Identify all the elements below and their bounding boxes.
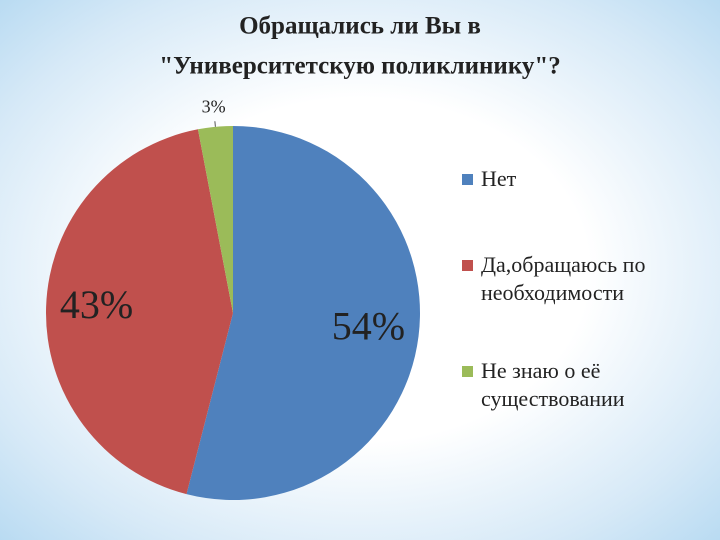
legend-label: Нет <box>481 166 517 191</box>
legend: Нет Да,обращаюсь по необходимости Не знаю … <box>462 165 702 413</box>
data-label: 3% <box>202 96 226 116</box>
legend-swatch <box>462 366 473 377</box>
legend-label: Не знаю о её существовании <box>481 358 625 411</box>
legend-label: Да,обращаюсь по необходимости <box>481 252 646 305</box>
legend-item: Не знаю о её существовании <box>462 357 702 413</box>
chart-title: "Университетскую поликлинику"? <box>159 53 561 80</box>
legend-item: Нет <box>462 165 702 193</box>
data-label: 43% <box>60 282 133 327</box>
legend-item: Да,обращаюсь по необходимости <box>462 251 702 307</box>
legend-swatch <box>462 174 473 185</box>
legend-swatch <box>462 260 473 271</box>
leader-line <box>214 121 216 127</box>
pie-slice <box>186 126 421 500</box>
chart-title: Обращались ли Вы в <box>239 13 481 40</box>
pie-slice <box>197 126 233 313</box>
pie-slice <box>45 129 233 495</box>
data-label: 54% <box>332 303 405 348</box>
